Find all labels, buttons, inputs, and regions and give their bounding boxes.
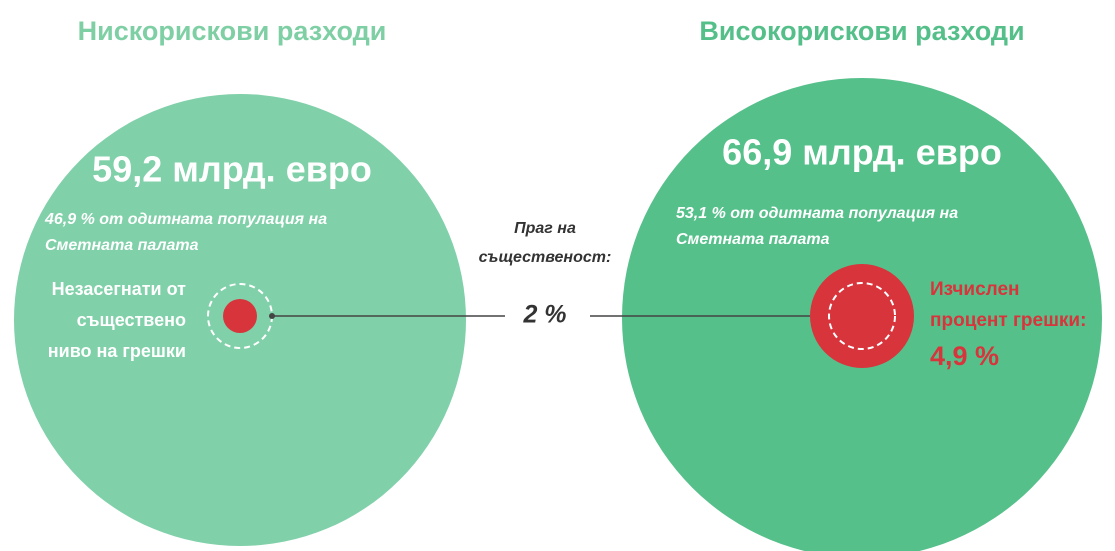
dashed-ring — [828, 282, 896, 350]
threshold-label: Праг на — [514, 220, 576, 237]
error-label: процент грешки: — [930, 310, 1086, 331]
right-share: Сметната палата — [676, 231, 830, 248]
left-share: 46,9 % от одитната популация на — [44, 211, 327, 228]
left-title: Нискорискови разходи — [78, 16, 387, 46]
left-label: ниво на грешки — [48, 341, 186, 361]
left-label: съществено — [77, 310, 186, 330]
error-dot — [223, 299, 257, 333]
right-amount: 66,9 млрд. евро — [722, 132, 1002, 173]
threshold-value: 2 % — [522, 301, 566, 329]
error-label: Изчислен — [930, 279, 1020, 300]
error-value: 4,9 % — [930, 341, 999, 371]
left-amount: 59,2 млрд. евро — [92, 149, 372, 190]
right-title: Високорискови разходи — [699, 16, 1024, 46]
right-share: 53,1 % от одитната популация на — [676, 205, 958, 222]
left-share: Сметната палата — [45, 237, 199, 254]
threshold-label: същественост: — [479, 249, 612, 266]
left-label: Незасегнати от — [52, 279, 187, 299]
connector-end — [269, 313, 275, 319]
error-circle — [810, 264, 914, 368]
